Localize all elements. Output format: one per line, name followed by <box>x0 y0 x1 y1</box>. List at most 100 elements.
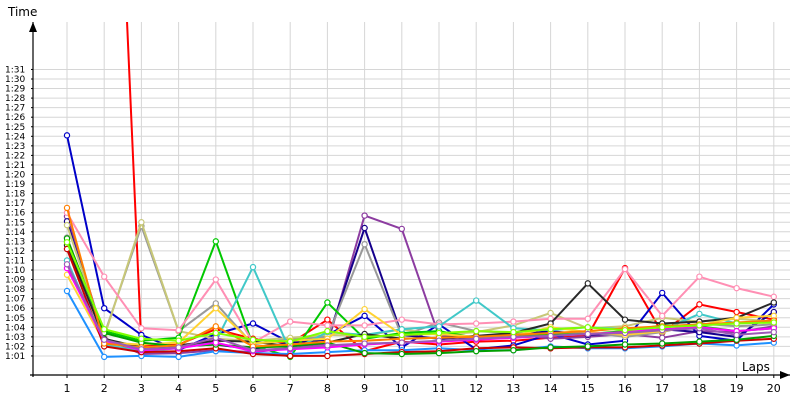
series-line <box>66 212 775 344</box>
series-point <box>361 305 368 313</box>
series-point <box>324 322 331 329</box>
series-point <box>733 331 740 339</box>
y-tick-label: 1:12 <box>5 247 25 257</box>
y-tick-labels: 1:011:021:031:041:051:061:071:081:091:10… <box>5 65 33 362</box>
y-tick-label: 1:27 <box>5 104 25 114</box>
series-line <box>66 263 774 352</box>
x-tick-label: 2 <box>101 382 108 395</box>
y-tick-label: 1:29 <box>5 85 25 95</box>
series-point <box>621 265 629 273</box>
y-tick-label: 1:14 <box>5 228 25 238</box>
series-point <box>324 352 331 360</box>
y-tick-label: 1:10 <box>5 266 25 276</box>
y-tick-label: 1:01 <box>5 352 25 362</box>
series-point <box>212 238 219 245</box>
y-tick-label: 1:19 <box>5 180 25 190</box>
y-axis-title: Time <box>7 5 37 19</box>
series-point <box>63 204 71 212</box>
x-tick-label: 20 <box>767 382 781 395</box>
series-point <box>435 323 443 330</box>
series-point <box>287 338 294 345</box>
series-point <box>175 353 182 361</box>
series-point <box>138 335 145 342</box>
chart-grid <box>33 22 790 375</box>
series-point <box>584 330 592 338</box>
series-point <box>361 349 368 357</box>
series-point <box>621 341 629 348</box>
series-point <box>361 333 368 341</box>
series-point <box>547 344 554 351</box>
series-point <box>473 335 480 342</box>
y-tick-label: 1:02 <box>5 342 25 352</box>
series-point <box>398 331 405 339</box>
series-line <box>66 214 774 356</box>
series-line <box>66 223 774 346</box>
series-point <box>212 276 219 283</box>
y-tick-label: 1:18 <box>5 190 25 200</box>
series-point <box>584 343 592 350</box>
series-point <box>659 334 666 342</box>
x-tick-label: 7 <box>287 382 294 395</box>
series-point <box>510 347 517 354</box>
y-tick-label: 1:22 <box>5 151 25 161</box>
series-point <box>770 299 778 306</box>
series-point <box>696 338 703 345</box>
series-point <box>63 239 71 246</box>
x-tick-label: 16 <box>618 382 632 395</box>
series-point <box>63 261 71 268</box>
x-axis-arrow <box>780 371 790 379</box>
x-tick-label: 3 <box>138 382 145 395</box>
series-point <box>249 320 257 327</box>
series-point <box>770 328 778 336</box>
x-tick-label: 12 <box>469 382 483 395</box>
series-point <box>324 299 331 306</box>
series-point <box>212 329 219 337</box>
series-point <box>100 353 108 361</box>
series-point <box>473 320 480 327</box>
y-tick-label: 1:09 <box>5 276 25 286</box>
y-tick-label: 1:15 <box>5 218 25 228</box>
series-point <box>547 326 554 333</box>
series-point <box>398 316 405 323</box>
series-point <box>361 312 368 320</box>
series-point <box>733 320 740 327</box>
series-point <box>287 352 294 360</box>
y-tick-label: 1:30 <box>5 75 25 85</box>
y-tick-label: 1:17 <box>5 199 25 209</box>
series-line <box>66 241 774 343</box>
x-tick-label: 13 <box>506 382 520 395</box>
x-tick-label: 14 <box>544 382 558 395</box>
series-point <box>249 263 257 271</box>
x-tick-label: 17 <box>655 382 669 395</box>
y-tick-label: 1:04 <box>5 323 25 333</box>
series-point <box>621 316 629 323</box>
series-point <box>361 224 368 232</box>
series-point <box>63 287 71 295</box>
y-tick-label: 1:25 <box>5 123 25 133</box>
chart-series <box>63 22 778 361</box>
series-point <box>138 219 145 226</box>
series-point <box>547 332 554 340</box>
series-point <box>361 340 368 347</box>
y-axis-arrow <box>29 22 37 32</box>
x-tick-label: 4 <box>175 382 182 395</box>
series-point <box>621 326 629 334</box>
y-tick-label: 1:26 <box>5 113 25 123</box>
series-point <box>733 308 740 316</box>
series-point <box>547 309 554 317</box>
x-tick-label: 15 <box>581 382 595 395</box>
x-tick-label: 10 <box>395 382 409 395</box>
series-point <box>696 310 703 318</box>
series-point <box>584 315 592 322</box>
series-point <box>100 305 108 312</box>
series-point <box>473 297 480 304</box>
series-point <box>100 273 108 280</box>
series-line <box>66 248 774 357</box>
y-tick-label: 1:20 <box>5 171 25 181</box>
series-point <box>63 221 71 229</box>
x-tick-label: 19 <box>730 382 744 395</box>
series-point <box>100 326 108 333</box>
series-point <box>138 346 145 353</box>
y-tick-label: 1:23 <box>5 142 25 152</box>
